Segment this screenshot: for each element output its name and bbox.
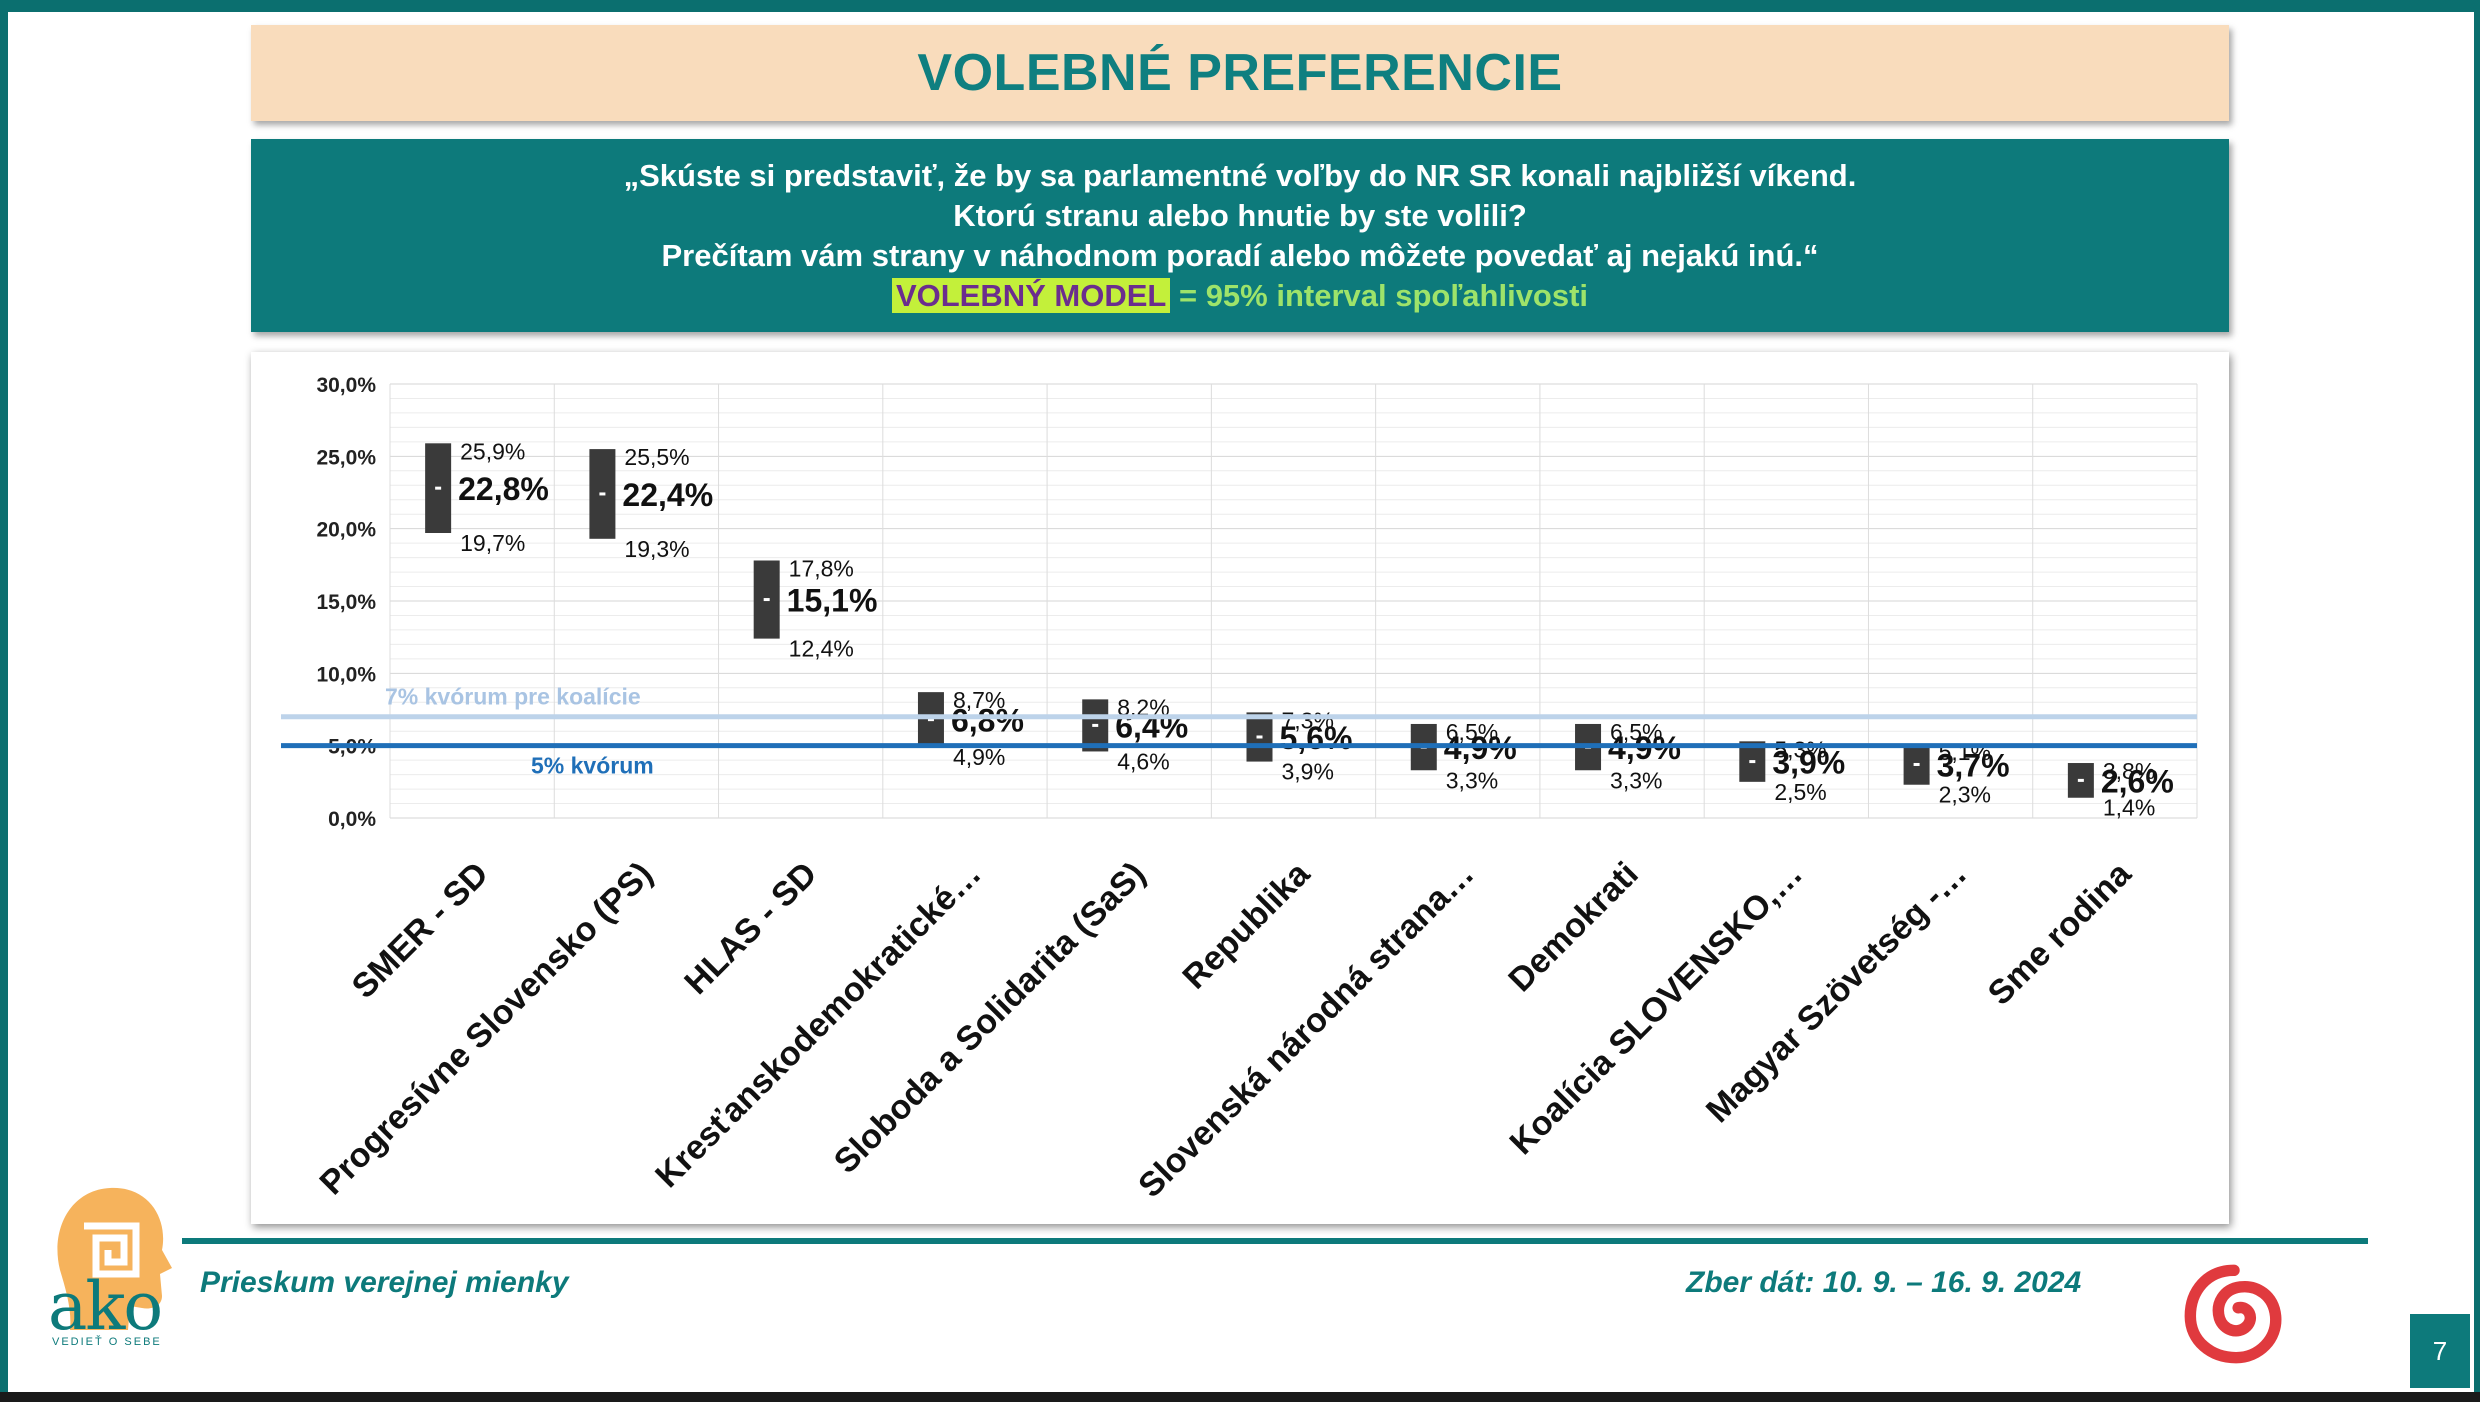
category-label: Progresívne Slovensko (PS): [313, 855, 661, 1203]
lower-bound-label: 19,3%: [624, 536, 689, 562]
survey-label: Prieskum verejnej mienky: [200, 1266, 569, 1299]
upper-bound-label: 17,8%: [789, 555, 854, 581]
model-interval: = 95% interval spoľahlivosti: [1170, 277, 1589, 313]
ako-head-logo-icon: [57, 1187, 172, 1330]
estimate-marker: [2077, 778, 2084, 782]
lower-bound-label: 4,6%: [1117, 748, 1169, 774]
value-label: 22,8%: [458, 471, 549, 507]
lower-bound-label: 19,7%: [460, 530, 525, 556]
swirl-logo-icon: [2184, 1264, 2282, 1364]
upper-bound-label: 5,3%: [1774, 736, 1826, 762]
category-label: Slovenská národná strana…: [1131, 855, 1481, 1205]
estimate-marker: [1913, 762, 1920, 766]
category-label: Demokrati: [1501, 855, 1645, 999]
y-tick-label: 30,0%: [316, 374, 376, 397]
lower-bound-label: 3,3%: [1446, 767, 1498, 793]
question-line-1: „Skúste si predstaviť, že by sa parlamen…: [623, 157, 1857, 193]
value-label: 6,8%: [951, 703, 1024, 739]
estimate-marker: [763, 598, 770, 602]
lower-bound-label: 2,5%: [1774, 779, 1826, 805]
category-label: Republika: [1175, 854, 1318, 997]
chart-container: 0,0%5,0%10,0%15,0%20,0%25,0%30,0%25,9%22…: [251, 352, 2229, 1224]
upper-bound-label: 25,9%: [460, 438, 525, 464]
estimate-marker: [1092, 723, 1099, 727]
collection-dates: Zber dát: 10. 9. – 16. 9. 2024: [1686, 1266, 2082, 1299]
value-label: 22,4%: [622, 477, 713, 513]
estimate-marker: [927, 718, 934, 722]
footer-divider: [182, 1238, 2368, 1244]
value-label: 5,6%: [1280, 720, 1353, 756]
y-tick-label: 25,0%: [316, 446, 376, 469]
logo-wordmark: ako: [48, 1268, 163, 1345]
question-line-3: Prečítam vám strany v náhodnom poradí al…: [661, 237, 1819, 273]
value-label: 6,4%: [1115, 708, 1188, 744]
y-tick-label: 15,0%: [316, 591, 376, 614]
upper-bound-label: 25,5%: [624, 444, 689, 470]
value-label: 3,7%: [1937, 747, 2010, 783]
value-label: 3,9%: [1772, 745, 1845, 781]
category-label: Kresťanskodemokratické…: [648, 855, 988, 1195]
logo-tagline: VEDIEŤ O SEBE: [52, 1336, 162, 1348]
estimate-marker: [599, 492, 606, 496]
upper-bound-label: 7,3%: [1282, 707, 1334, 733]
lower-bound-label: 12,4%: [789, 636, 854, 662]
category-label: Sloboda a Solidarita (SaS): [827, 855, 1153, 1181]
y-tick-label: 20,0%: [316, 519, 376, 542]
lower-bound-label: 1,4%: [2103, 795, 2155, 821]
upper-bound-label: 6,5%: [1610, 719, 1662, 745]
question-line-2: Ktorú stranu alebo hnutie by ste volili?: [953, 197, 1527, 233]
threshold-5-label: 5% kvórum: [531, 753, 654, 779]
lower-bound-label: 4,9%: [953, 744, 1005, 770]
upper-bound-label: 3,8%: [2103, 758, 2155, 784]
value-label: 2,6%: [2101, 763, 2174, 799]
slide-title: VOLEBNÉ PREFERENCIE: [917, 44, 1563, 102]
y-tick-label: 10,0%: [316, 663, 376, 686]
frame-top: [0, 0, 2480, 12]
frame-left: [0, 0, 8, 1402]
frame-right: [2474, 0, 2480, 1402]
category-label: HLAS - SD: [677, 855, 824, 1002]
category-label: SMER - SD: [345, 855, 496, 1006]
frame-bottom: [0, 1392, 2480, 1402]
estimate-marker: [435, 486, 442, 490]
lower-bound-label: 3,9%: [1282, 759, 1334, 785]
lower-bound-label: 2,3%: [1939, 782, 1991, 808]
question-box: „Skúste si predstaviť, že by sa parlamen…: [251, 139, 2229, 332]
lower-bound-label: 3,3%: [1610, 767, 1662, 793]
value-label: 15,1%: [787, 583, 878, 619]
category-label: Sme rodina: [1981, 854, 2140, 1013]
model-label: VOLEBNÝ MODEL: [891, 277, 1171, 313]
category-label: Magyar Szövetség -…: [1699, 855, 1974, 1130]
threshold-7-label: 7% kvórum pre koalície: [385, 684, 641, 710]
estimate-marker: [1256, 735, 1263, 739]
upper-bound-label: 8,7%: [953, 687, 1005, 713]
slide-title-box: VOLEBNÉ PREFERENCIE: [251, 25, 2229, 121]
category-label: Koalícia SLOVENSKO,…: [1503, 855, 1810, 1162]
y-tick-label: 0,0%: [328, 808, 376, 831]
model-note: VOLEBNÝ MODEL = 95% interval spoľahlivos…: [891, 276, 1589, 316]
upper-bound-label: 6,5%: [1446, 719, 1498, 745]
page-number: 7: [2410, 1314, 2470, 1388]
error-bar-chart: 0,0%5,0%10,0%15,0%20,0%25,0%30,0%25,9%22…: [281, 374, 2198, 1205]
estimate-marker: [1749, 760, 1756, 764]
